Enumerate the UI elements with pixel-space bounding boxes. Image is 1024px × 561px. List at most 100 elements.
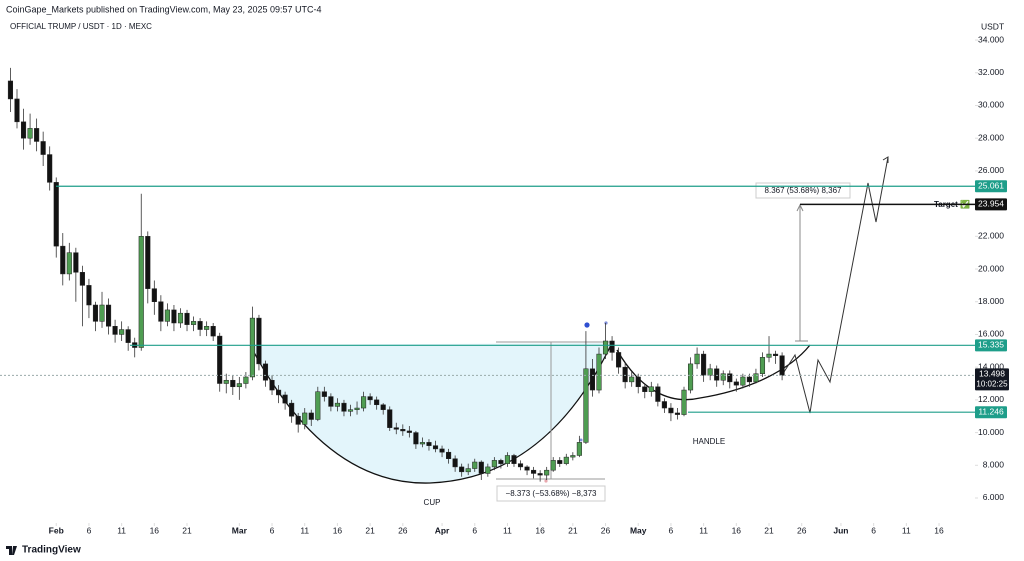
candle-body	[374, 399, 380, 406]
last-price-box	[975, 368, 1009, 391]
candle-body	[308, 412, 314, 420]
candle-body	[766, 353, 772, 358]
candle-body	[681, 389, 687, 415]
candle-body	[197, 321, 203, 330]
candle-body	[740, 376, 746, 386]
x-tick-label: 16	[150, 525, 160, 535]
candle-body	[289, 402, 295, 417]
x-tick-label: 11	[902, 525, 911, 535]
candle-body	[648, 386, 654, 392]
candle-body	[269, 379, 275, 391]
candle-body	[478, 461, 484, 474]
handle-curve	[616, 344, 811, 401]
marker-dot	[584, 322, 590, 328]
candle-body	[53, 182, 59, 247]
y-tick-label: 28.000	[978, 132, 1004, 142]
candle-body	[753, 373, 759, 383]
candle-body	[164, 309, 170, 322]
marker-dot	[544, 479, 548, 483]
candle-body	[92, 304, 99, 322]
candle-body	[217, 335, 223, 384]
cup-label: CUP	[424, 498, 441, 507]
candle-body	[171, 309, 177, 324]
candle-body	[629, 376, 635, 383]
candle-body	[733, 381, 739, 386]
candle-body	[707, 368, 713, 376]
candle-body	[177, 312, 184, 324]
footer-logo: TradingView	[22, 545, 81, 556]
level-label-box	[975, 198, 1007, 211]
level-label: 23.954	[978, 199, 1004, 209]
logo-icon	[6, 546, 17, 555]
candle-body	[60, 245, 66, 275]
candle-body	[439, 448, 445, 453]
y-tick-label: 10.000	[978, 427, 1004, 437]
candle-body	[609, 340, 615, 353]
level-label-box	[975, 339, 1007, 352]
candle-body	[40, 141, 46, 155]
candle-body	[204, 326, 210, 330]
candle-body	[380, 404, 386, 410]
candle-body	[112, 326, 118, 335]
candle-body	[419, 442, 425, 445]
candle-body	[635, 376, 641, 388]
candle-body	[262, 363, 269, 381]
last-price-label: 13.498	[979, 369, 1005, 379]
candle-body	[602, 340, 609, 355]
y-tick-label: 34.000	[978, 34, 1004, 44]
candle-body	[544, 469, 550, 476]
candle-body	[125, 329, 131, 343]
candle-body	[504, 455, 510, 464]
y-tick-label: 18.000	[978, 296, 1004, 306]
candle-body	[674, 412, 681, 415]
candle-body	[230, 379, 236, 388]
candle-body	[531, 469, 537, 474]
countdown: 10:02:25	[976, 379, 1008, 388]
candle-body	[86, 285, 92, 306]
candle-body	[576, 442, 582, 456]
candle-body	[570, 455, 576, 458]
drawing-layer	[7, 67, 889, 484]
x-tick-label: 26	[601, 525, 611, 535]
candle-body	[236, 383, 242, 388]
x-tick-label: 11	[300, 525, 309, 535]
level-label-box	[975, 406, 1007, 419]
candle-body	[145, 236, 151, 289]
symbol-title: OFFICIAL TRUMP / USDT · 1D · MEXC	[10, 22, 152, 31]
candle-body	[779, 355, 785, 376]
publisher: CoinGape_Markets published on TradingVie…	[6, 4, 322, 14]
x-tick-label: 26	[797, 525, 807, 535]
candle-body	[66, 252, 72, 275]
x-tick-label: 16	[934, 525, 944, 535]
x-tick-label: 6	[669, 525, 674, 535]
level-label: 25.061	[978, 181, 1004, 191]
y-tick-label: 22.000	[978, 231, 1004, 241]
candle-body	[413, 432, 419, 445]
candle-body	[14, 98, 20, 123]
candle-body	[459, 466, 465, 473]
y-tick-label: 26.000	[978, 165, 1004, 175]
candle-body	[687, 363, 694, 391]
candle-body	[341, 402, 347, 412]
candle-body	[491, 460, 497, 468]
y-tick-label: 32.000	[978, 67, 1004, 77]
handle-label: HANDLE	[693, 437, 725, 446]
candle-body	[334, 402, 340, 407]
x-tick-label: 6	[270, 525, 275, 535]
measure-label: 8.367 (53.68%) 8,367	[765, 186, 842, 195]
candle-body	[773, 353, 779, 356]
candle-body	[73, 252, 79, 273]
candle-body	[563, 456, 569, 464]
candle-body	[465, 468, 471, 473]
candle-body	[282, 394, 288, 404]
candle-body	[759, 357, 766, 374]
candle-body	[517, 463, 524, 468]
y-tick-label: 6.000	[983, 492, 1005, 502]
marker-dot	[604, 321, 608, 325]
candle-body	[452, 458, 458, 468]
y-tick-label: 20.000	[978, 263, 1004, 273]
candle-body	[727, 373, 733, 383]
x-tick-label: 11	[117, 525, 126, 535]
candle-body	[47, 154, 53, 183]
y-tick-label: 12.000	[978, 394, 1004, 404]
